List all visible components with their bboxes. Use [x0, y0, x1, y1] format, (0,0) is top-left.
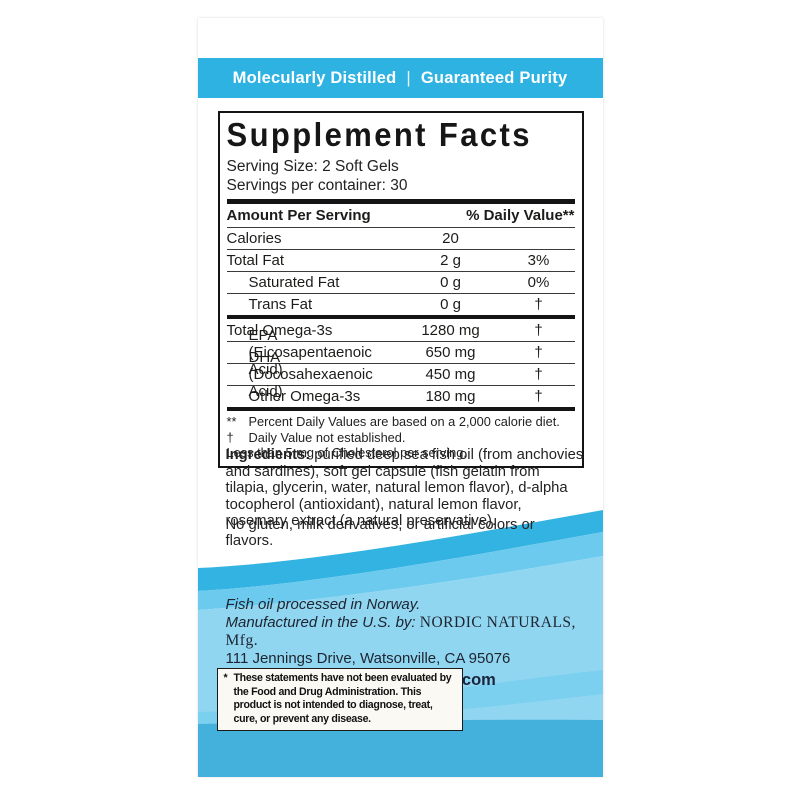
facts-row-epa: EPA (Eicosapentaenoic Acid) 650 mg †	[226, 327, 575, 378]
divider-medium	[226, 315, 575, 320]
nutrient-amount: 20	[442, 230, 459, 248]
ingredients-label: Ingredients:	[225, 447, 311, 463]
purity-banner: Molecularly Distilled | Guaranteed Purit…	[197, 58, 603, 98]
nutrient-amount: 2 g	[440, 252, 461, 270]
brand-suffix: , Mfg.	[225, 614, 576, 649]
nutrient-label: Total Fat	[226, 252, 285, 270]
facts-header-row: Amount Per Serving % Daily Value**	[227, 204, 575, 227]
facts-row-other-omega3: Other Omega-3s 180 mg †	[226, 385, 575, 407]
nutrient-amount: 180 mg	[425, 388, 476, 406]
footnote-dagger: † Daily Value not established.	[227, 430, 575, 446]
nutrient-label: Calories	[226, 230, 282, 248]
footnote-cholesterol: Less than 5 mg of Cholesterol per servin…	[227, 445, 575, 461]
serving-size: Serving Size: 2 Soft Gels	[226, 158, 399, 176]
amount-per-serving-header: Amount Per Serving	[226, 207, 371, 225]
manufactured-by-prefix: Manufactured in the U.S. by:	[225, 614, 420, 631]
nutrient-amount: 1280 mg	[421, 321, 480, 339]
nutrient-label: Trans Fat	[248, 296, 313, 314]
daily-value-header: % Daily Value**	[466, 207, 575, 225]
origin-line: Fish oil processed in Norway.	[225, 596, 421, 613]
nutrient-dv: 0%	[527, 274, 550, 292]
supplement-facts-panel: Supplement Facts Serving Size: 2 Soft Ge…	[217, 111, 584, 468]
nutrient-dv: †	[534, 344, 543, 362]
nutrient-amount: 650 mg	[425, 344, 476, 362]
facts-row-dha: DHA (Docosahexaenoic Acid) 450 mg †	[226, 349, 575, 400]
nutrient-amount: 450 mg	[425, 366, 476, 384]
manufactured-by-line: Manufactured in the U.S. by: NORDIC NATU…	[226, 614, 586, 650]
product-label: Molecularly Distilled | Guaranteed Purit…	[197, 18, 603, 777]
nutrient-amount: 0 g	[440, 274, 461, 292]
footnote-marker: **	[226, 414, 237, 430]
banner-right-text: Guaranteed Purity	[420, 68, 568, 87]
nutrient-dv: †	[534, 321, 543, 339]
nutrient-label: DHA (Docosahexaenoic Acid)	[248, 349, 373, 401]
address-line: 111 Jennings Drive, Watsonville, CA 9507…	[225, 650, 511, 667]
no-gluten-claim: No gluten, milk derivatives, or artifici…	[225, 517, 535, 549]
facts-row-total-fat: Total Fat 2 g 3%	[226, 249, 575, 271]
nutrient-amount: 0 g	[440, 296, 461, 314]
nutrient-label: Other Omega-3s	[248, 388, 361, 406]
ingredients-paragraph: Ingredients: purified deep sea fish oil …	[226, 447, 586, 530]
footnote-text: Percent Daily Values are based on a 2,00…	[248, 414, 560, 430]
facts-row-total-omega3: Total Omega-3s 1280 mg †	[227, 319, 575, 341]
fda-disclaimer-box: * These statements have not been evaluat…	[216, 668, 463, 731]
footnote-dv: ** Percent Daily Values are based on a 2…	[227, 414, 575, 430]
ingredients-text: purified deep sea fish oil (from anchovi…	[225, 447, 584, 529]
nutrient-label: Total Omega-3s	[226, 321, 333, 339]
banner-separator: |	[406, 68, 411, 87]
brand-name: NORDIC NATURALS	[419, 614, 572, 631]
disclaimer-marker: *	[223, 672, 228, 684]
footnote-marker: †	[226, 429, 234, 445]
nutrient-dv: 3%	[527, 252, 550, 270]
footnote-text: Daily Value not established.	[248, 429, 406, 445]
banner-left-text: Molecularly Distilled	[232, 68, 397, 87]
servings-per-container: Servings per container: 30	[226, 177, 408, 195]
divider-thick	[226, 199, 575, 205]
nutrient-label: Saturated Fat	[248, 274, 340, 292]
footnote-text: Less than 5 mg of Cholesterol per servin…	[226, 445, 467, 461]
disclaimer-text: These statements have not been evaluated…	[233, 672, 452, 725]
nutrient-dv: †	[534, 296, 543, 314]
facts-row-calories: Calories 20	[226, 227, 575, 249]
supplement-facts-title: Supplement Facts	[226, 115, 532, 154]
facts-row-saturated-fat: Saturated Fat 0 g 0%	[226, 271, 575, 293]
nutrient-label: EPA (Eicosapentaenoic Acid)	[248, 327, 372, 379]
facts-row-trans-fat: Trans Fat 0 g †	[226, 293, 575, 315]
facts-footnotes: ** Percent Daily Values are based on a 2…	[226, 407, 575, 461]
nutrient-dv: †	[534, 366, 543, 384]
nutrient-dv: †	[534, 388, 543, 406]
